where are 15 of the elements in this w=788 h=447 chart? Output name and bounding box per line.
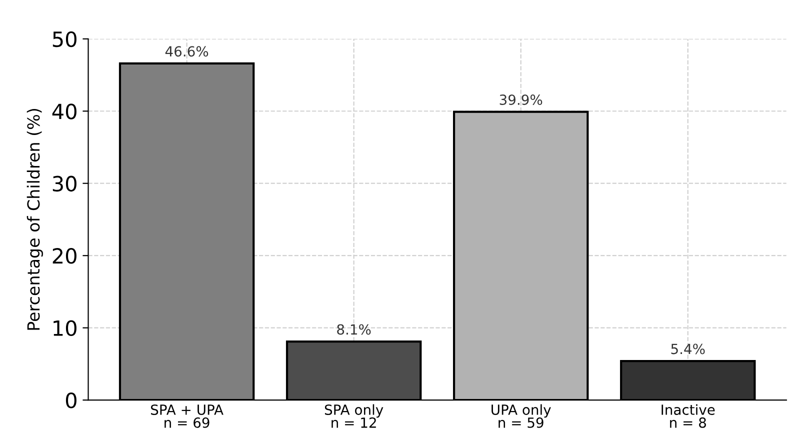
y-tick-label: 20 [52, 248, 76, 264]
y-tick-label: 10 [54, 320, 76, 336]
data-label: 46.6% [165, 46, 208, 57]
x-tick-label: SPA + UPA n = 69 [151, 404, 224, 428]
data-label: 5.4% [671, 344, 705, 354]
data-label: 8.1% [337, 324, 371, 335]
y-tick-label: 30 [52, 176, 76, 192]
data-label: 39.9% [500, 94, 542, 105]
y-axis-title: Percentage of Children (%) [26, 108, 43, 330]
x-tick-label: Inactive n = 8 [662, 404, 715, 428]
y-tick-label: 40 [52, 104, 76, 120]
y-tick-label: 0 [66, 392, 76, 408]
x-tick-label: SPA only n = 12 [324, 404, 384, 428]
y-tick-label: 50 [52, 31, 76, 48]
x-tick-label: UPA only n = 59 [492, 404, 551, 428]
